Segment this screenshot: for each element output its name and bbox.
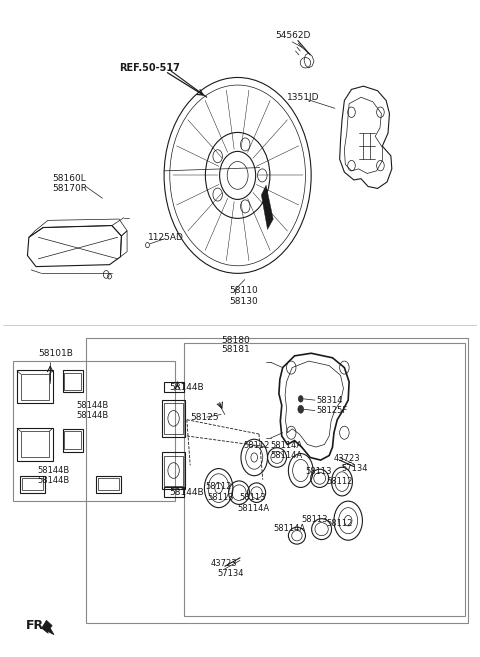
Text: 58314: 58314 [316,396,342,405]
Text: 58181: 58181 [221,346,250,355]
Text: 58144B: 58144B [37,476,69,485]
Text: FR.: FR. [25,620,48,633]
Text: 58114A: 58114A [273,524,305,533]
Text: 58144B: 58144B [76,401,108,410]
Text: 58113: 58113 [208,493,234,503]
Text: 58144B: 58144B [169,382,204,392]
Text: 58170R: 58170R [53,184,87,193]
Text: 1125AD: 1125AD [147,233,183,242]
Text: 43723: 43723 [211,558,237,568]
Text: 58130: 58130 [229,297,258,306]
Text: 58144B: 58144B [37,466,69,475]
Text: 58113: 58113 [301,515,328,524]
Text: REF.50-517: REF.50-517 [119,63,180,73]
Text: 58114A: 58114A [271,442,303,450]
Text: 58112: 58112 [326,477,353,486]
Text: 57134: 57134 [342,464,368,473]
Text: 54562D: 54562D [276,31,311,40]
Text: 43723: 43723 [334,454,360,463]
Text: 58125F: 58125F [316,406,347,415]
Text: 58112: 58112 [244,442,270,450]
Text: 58144B: 58144B [76,411,108,420]
Text: 58113: 58113 [305,467,332,476]
Text: 58101B: 58101B [38,349,73,358]
Polygon shape [261,185,273,229]
Text: 1351JD: 1351JD [287,93,319,102]
Text: 58110: 58110 [229,286,258,295]
Polygon shape [42,620,54,635]
Text: 58125: 58125 [190,413,219,422]
Text: 58114A: 58114A [271,451,303,460]
Text: 58144B: 58144B [169,488,204,497]
Circle shape [299,396,303,402]
Text: 58114A: 58114A [238,505,270,514]
Text: 58112: 58112 [206,482,232,491]
Text: 57134: 57134 [217,569,244,578]
Text: 58180: 58180 [221,336,250,345]
Text: 58160L: 58160L [53,174,86,183]
Text: 58113: 58113 [239,493,265,503]
Circle shape [298,405,303,413]
Text: 58112: 58112 [326,520,353,528]
